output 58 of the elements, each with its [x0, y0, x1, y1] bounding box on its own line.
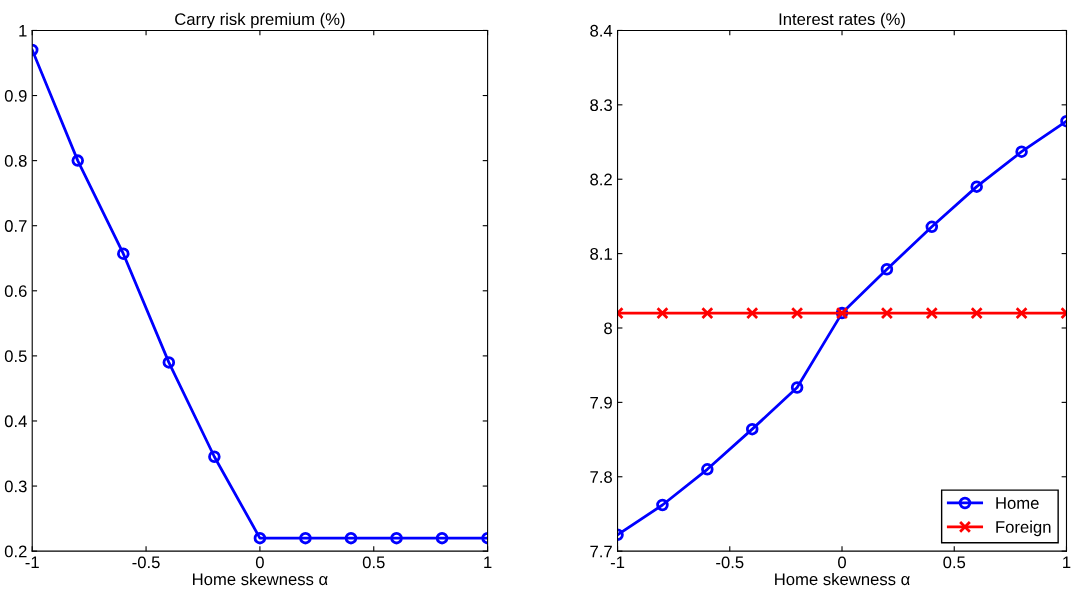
- point: [435, 531, 449, 545]
- y-tick-label: 8.2: [590, 173, 612, 186]
- x-tick-label: 0.5: [362, 556, 385, 569]
- point: [701, 306, 714, 320]
- point: [790, 306, 804, 320]
- point: [970, 180, 983, 193]
- y-tick-label: 7.7: [590, 545, 612, 558]
- point: [656, 498, 669, 512]
- point: [970, 306, 983, 320]
- point: [880, 306, 894, 320]
- x-tick-label: 0: [838, 556, 846, 569]
- point: [299, 531, 312, 545]
- y-tick-label: 0.3: [4, 480, 27, 493]
- legend-label: Home: [996, 497, 1039, 509]
- y-tick-label: 0.9: [4, 89, 27, 102]
- point: [880, 262, 894, 276]
- point: [1015, 145, 1028, 158]
- point: [925, 306, 939, 320]
- point: [344, 531, 358, 545]
- y-tick-label: 0.4: [4, 415, 27, 428]
- y-tick-label: 8: [604, 322, 612, 335]
- x-tick-label: 0: [255, 556, 264, 569]
- x-tick-label: -0.5: [716, 556, 744, 569]
- point: [253, 531, 267, 545]
- y-tick-label: 0.2: [4, 545, 27, 558]
- y-tick-label: 7.8: [590, 471, 612, 483]
- point: [745, 306, 759, 320]
- x-axis-title: Home skewness α: [193, 572, 328, 586]
- point: [925, 220, 939, 234]
- x-tick-label: 1: [1063, 556, 1071, 569]
- y-tick-label: 0.6: [4, 285, 27, 297]
- y-tick-label: 8.4: [590, 24, 613, 37]
- point: [71, 154, 85, 167]
- legend-label: Foreign: [996, 520, 1051, 537]
- point: [117, 247, 130, 260]
- point: [1015, 306, 1028, 320]
- y-tick-label: 0.5: [4, 350, 27, 363]
- point: [390, 531, 403, 545]
- point: [208, 450, 221, 464]
- x-tick-label: -1: [610, 556, 625, 569]
- x-tick-label: 1: [484, 556, 492, 569]
- y-tick-label: 1: [19, 25, 27, 37]
- chart-title: Carry risk premium (%): [175, 12, 345, 29]
- y-tick-label: 8.1: [590, 248, 612, 260]
- x-tick-label: -0.5: [132, 556, 160, 569]
- y-tick-label: 8.3: [590, 99, 612, 112]
- point: [790, 381, 804, 394]
- x-tick-label: -1: [25, 556, 39, 569]
- point: [745, 422, 759, 436]
- y-tick-label: 0.8: [4, 155, 27, 167]
- x-axis-title: Home skewness α: [775, 572, 910, 586]
- chart-title: Interest rates (%): [779, 12, 905, 29]
- point: [701, 463, 714, 476]
- x-tick-label: 0.5: [943, 556, 966, 569]
- y-tick-label: 0.7: [4, 220, 27, 232]
- point: [656, 306, 669, 320]
- point: [162, 356, 176, 369]
- y-tick-label: 7.9: [590, 396, 612, 409]
